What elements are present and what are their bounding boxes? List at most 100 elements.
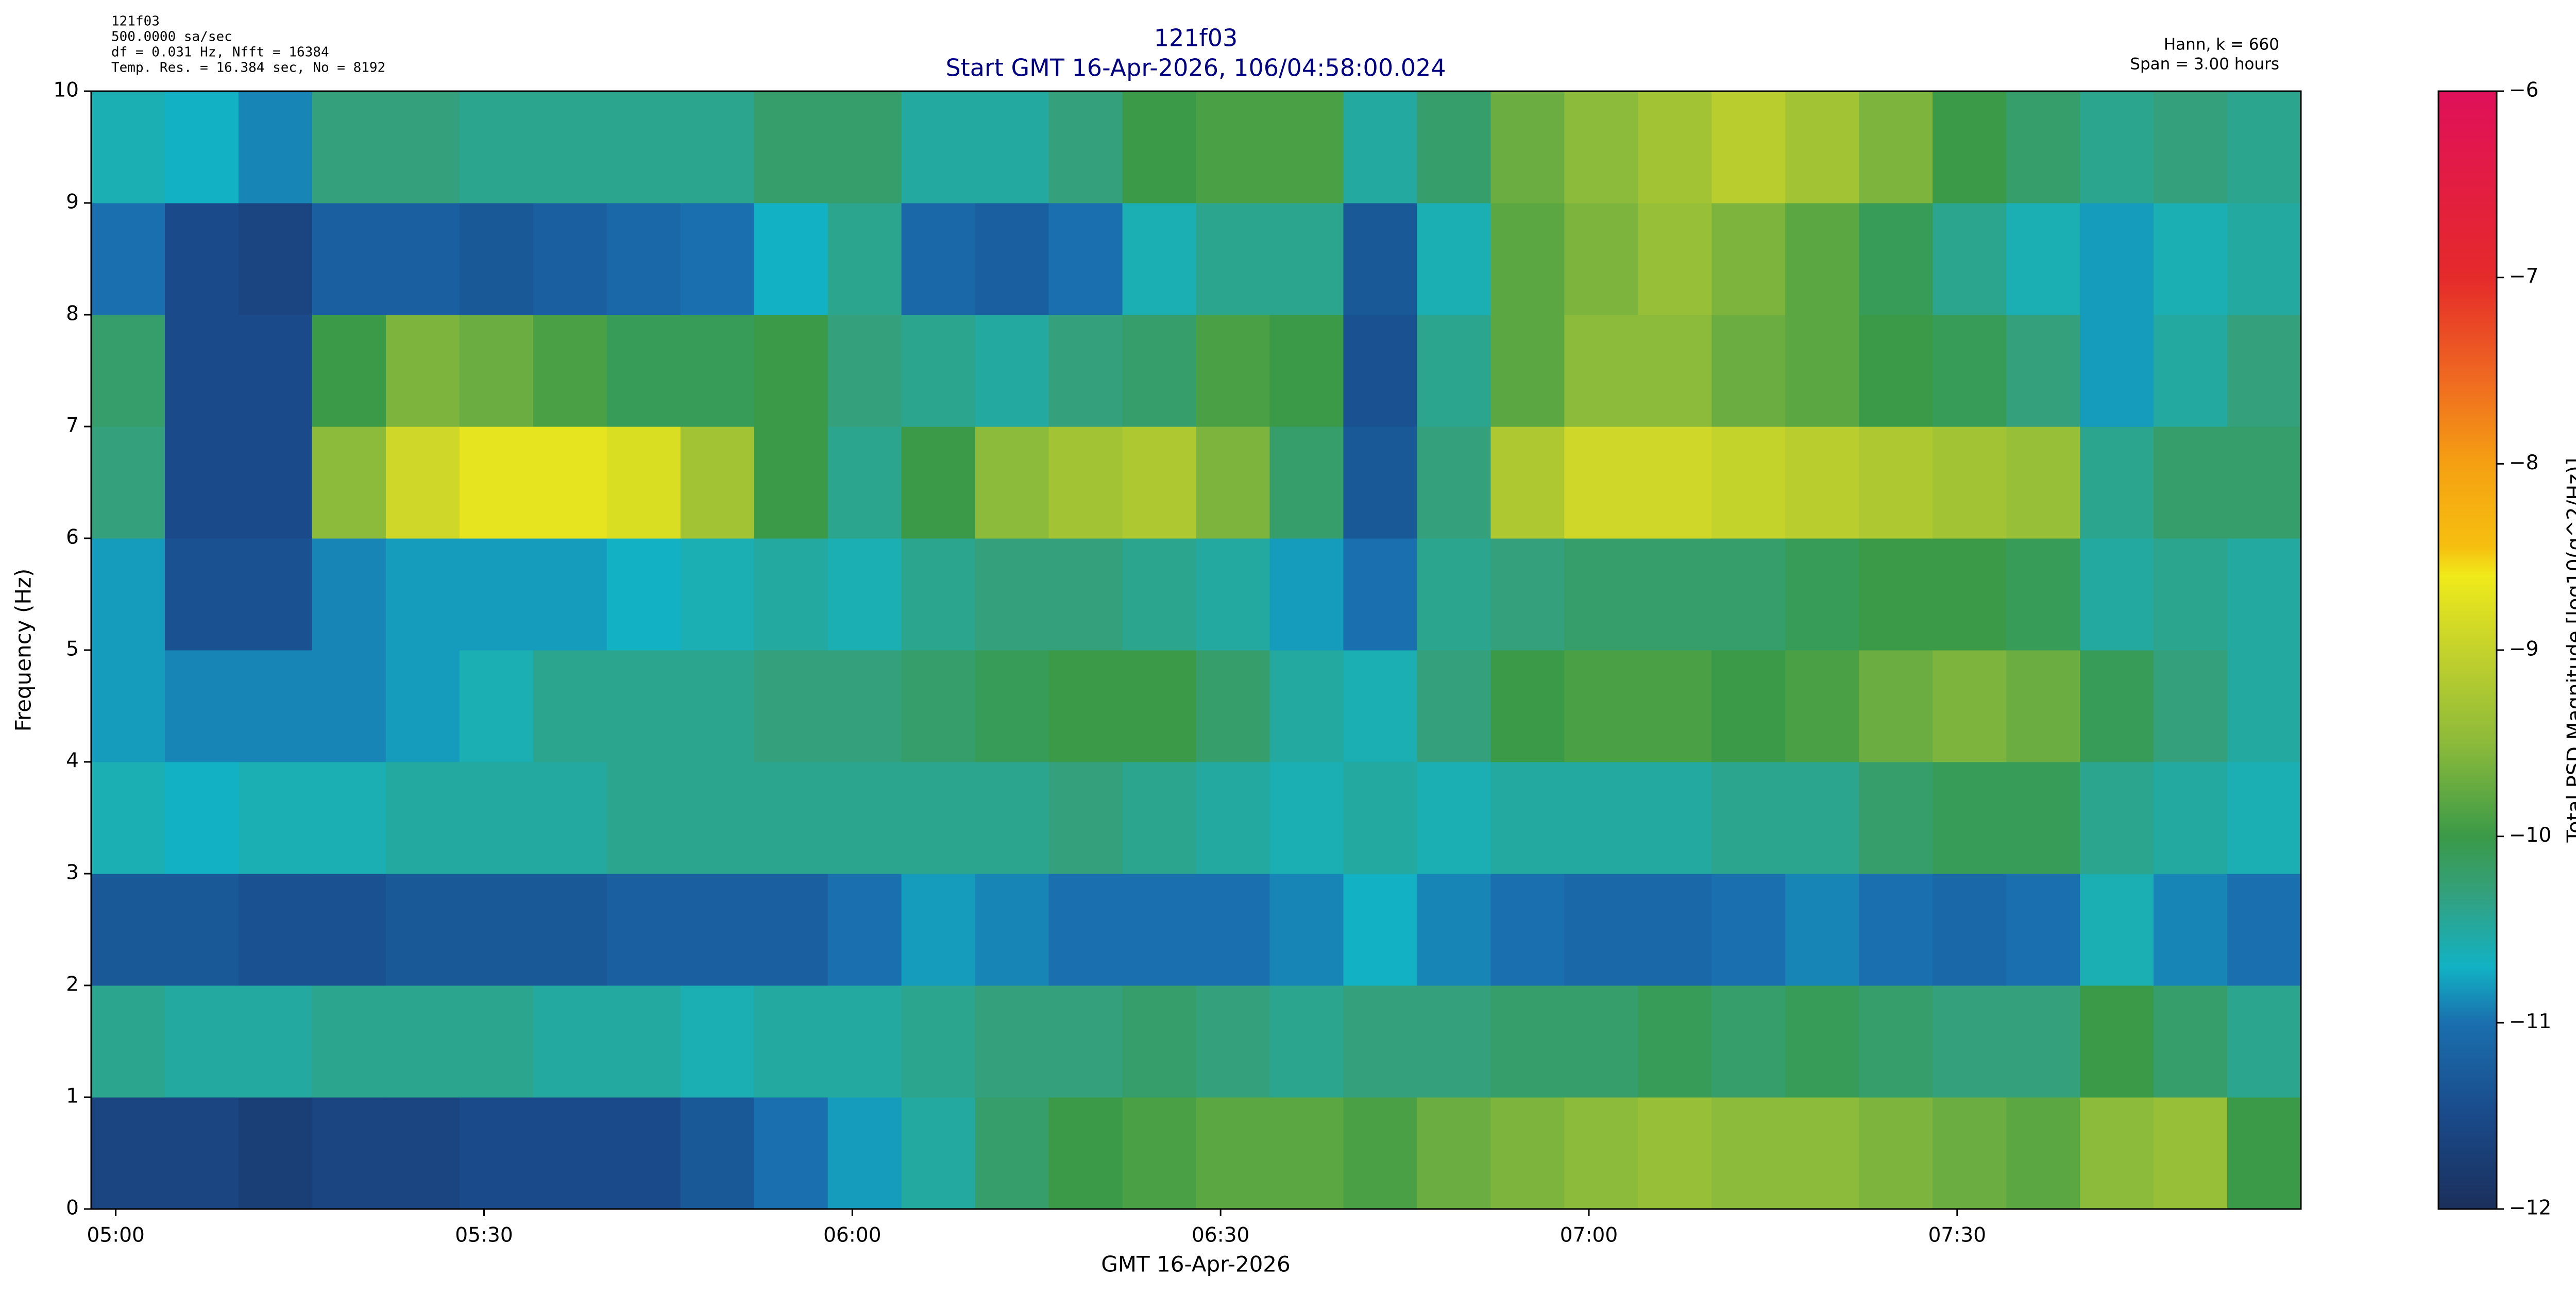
heatmap-cell — [2227, 427, 2301, 539]
heatmap-cell — [312, 203, 386, 315]
heatmap-cell — [1048, 762, 1123, 874]
heatmap-cell — [901, 985, 976, 1098]
x-tick-label: 06:30 — [1192, 1224, 1249, 1247]
heatmap-cell — [754, 650, 828, 762]
heatmap-cell — [827, 985, 902, 1098]
heatmap-cell — [533, 650, 607, 762]
heatmap-cell — [312, 985, 386, 1098]
heatmap-cell — [975, 985, 1049, 1098]
heatmap-cell — [827, 427, 902, 539]
heatmap-cell — [459, 91, 534, 203]
heatmap-cell — [1122, 762, 1196, 874]
heatmap-cell — [1933, 427, 2007, 539]
heatmap-cell — [1638, 985, 1712, 1098]
heatmap-cell — [533, 427, 607, 539]
heatmap-cell — [1343, 538, 1417, 651]
heatmap-cell — [164, 315, 239, 427]
y-tick-label: 2 — [66, 973, 79, 996]
heatmap-cell — [827, 1097, 902, 1210]
heatmap-cell — [1711, 203, 1786, 315]
y-tick-label: 6 — [66, 526, 79, 549]
heatmap-cell — [1490, 538, 1565, 651]
heatmap-cell — [91, 315, 165, 427]
heatmap-cell — [1269, 91, 1344, 203]
heatmap-cell — [975, 203, 1049, 315]
heatmap-cell — [901, 650, 976, 762]
heatmap-cell — [238, 538, 313, 651]
y-tick-label: 4 — [66, 750, 79, 773]
heatmap-cell — [606, 985, 681, 1098]
heatmap-cell — [1859, 538, 1933, 651]
heatmap-cell — [1638, 762, 1712, 874]
heatmap-cell — [901, 427, 976, 539]
heatmap-cell — [754, 874, 828, 986]
heatmap-cell — [1122, 1097, 1196, 1210]
y-tick-label: 7 — [66, 414, 79, 437]
heatmap-cell — [1269, 427, 1344, 539]
x-tick-label: 07:00 — [1560, 1224, 1618, 1247]
heatmap-cell — [385, 985, 460, 1098]
heatmap-cell — [1048, 315, 1123, 427]
heatmap-cell — [1196, 538, 1270, 651]
heatmap-cell — [1343, 650, 1417, 762]
heatmap-cell — [2154, 874, 2228, 986]
heatmap-cell — [975, 538, 1049, 651]
heatmap-cell — [1711, 315, 1786, 427]
heatmap-cell — [1417, 650, 1491, 762]
heatmap-cell — [1343, 874, 1417, 986]
heatmap-cell — [385, 650, 460, 762]
heatmap-cell — [312, 874, 386, 986]
x-axis-label: GMT 16-Apr-2026 — [1101, 1252, 1290, 1277]
heatmap-cell — [1638, 91, 1712, 203]
heatmap-cell — [1196, 762, 1270, 874]
heatmap-cell — [1417, 538, 1491, 651]
heatmap-cell — [312, 91, 386, 203]
y-tick-label: 9 — [66, 191, 79, 214]
heatmap-cell — [238, 427, 313, 539]
heatmap-cell — [2080, 315, 2154, 427]
heatmap-cell — [1933, 538, 2007, 651]
x-tick-label: 07:30 — [1928, 1224, 1986, 1247]
info-note: Temp. Res. = 16.384 sec, No = 8192 — [111, 60, 385, 76]
heatmap-cell — [606, 650, 681, 762]
heatmap-cell — [459, 538, 534, 651]
heatmap-cell — [606, 203, 681, 315]
heatmap-cell — [1564, 91, 1638, 203]
heatmap-cell — [901, 91, 976, 203]
heatmap-cell — [2080, 91, 2154, 203]
heatmap-cell — [164, 650, 239, 762]
heatmap-cell — [1490, 762, 1565, 874]
heatmap-cell — [238, 315, 313, 427]
heatmap-cell — [164, 91, 239, 203]
heatmap-cell — [1417, 874, 1491, 986]
heatmap-cell — [1859, 650, 1933, 762]
heatmap-cell — [312, 427, 386, 539]
heatmap-cell — [1196, 985, 1270, 1098]
x-tick-label: 05:00 — [87, 1224, 144, 1247]
heatmap-cell — [680, 1097, 755, 1210]
heatmap-cell — [1785, 91, 1859, 203]
heatmap-cell — [91, 91, 165, 203]
heatmap-cell — [606, 91, 681, 203]
heatmap-cell — [901, 762, 976, 874]
heatmap-cell — [164, 427, 239, 539]
heatmap-cell — [164, 874, 239, 986]
heatmap-cell — [901, 315, 976, 427]
heatmap-cell — [1564, 762, 1638, 874]
heatmap-cell — [2080, 1097, 2154, 1210]
colorbar — [2437, 90, 2498, 1210]
heatmap-cell — [1785, 1097, 1859, 1210]
heatmap-cell — [312, 762, 386, 874]
heatmap-cell — [827, 538, 902, 651]
heatmap-cell — [459, 985, 534, 1098]
heatmap-cell — [680, 315, 755, 427]
heatmap-cell — [1196, 91, 1270, 203]
heatmap-cell — [312, 1097, 386, 1210]
heatmap-cell — [1417, 315, 1491, 427]
heatmap-cell — [1785, 427, 1859, 539]
heatmap-cell — [1711, 650, 1786, 762]
heatmap-cell — [1564, 1097, 1638, 1210]
chart-subtitle: Start GMT 16-Apr-2026, 106/04:58:00.024 — [945, 54, 1446, 82]
heatmap-cell — [533, 315, 607, 427]
heatmap-cell — [1564, 874, 1638, 986]
